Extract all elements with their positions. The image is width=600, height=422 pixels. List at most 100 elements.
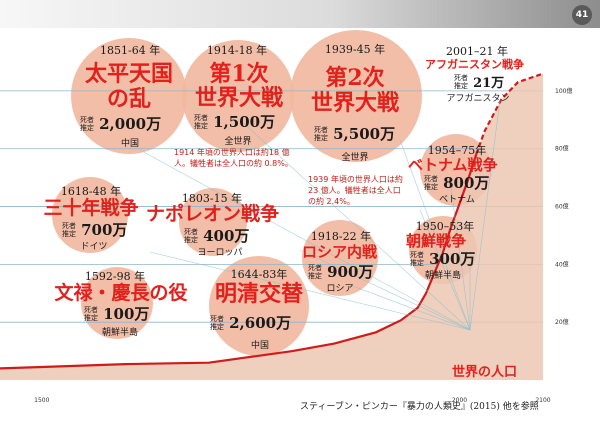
event-korea-title: 朝鮮戦争 — [406, 232, 467, 250]
death-label: 死者 推定 — [454, 73, 468, 90]
event-napoleon-years: 1803-15 年 — [181, 192, 243, 205]
bubble-bunroku — [81, 267, 153, 339]
death-count: 300万 — [429, 250, 476, 268]
event-ww1-region: 全世界 — [224, 137, 252, 147]
event-taiping-title-2: の乱 — [106, 86, 151, 112]
population-line — [0, 154, 478, 370]
death-count: 100万 — [103, 305, 150, 323]
population-area — [0, 73, 543, 380]
death-label: 死者 推定 — [314, 125, 328, 142]
leader-line — [419, 209, 471, 331]
bubble-taiping — [71, 38, 187, 154]
event-thirty-deaths: 死者 推定 700万 — [62, 219, 127, 240]
page-number-badge: 41 — [572, 5, 592, 25]
event-mingqing-years: 1644-83年 — [230, 268, 288, 281]
event-bunroku-years: 1592-98 年 — [84, 270, 146, 283]
event-mingqing-region: 中国 — [250, 341, 269, 351]
x-tick-label: 1500 — [34, 397, 49, 404]
death-label: 死者 推定 — [410, 250, 424, 267]
bubble-ww2 — [290, 30, 422, 162]
event-afghan-deaths: 死者 推定 21万 — [454, 71, 505, 92]
event-russia-region: ロシア — [326, 284, 354, 294]
event-russia-title: ロシア内戦 — [302, 243, 378, 261]
y-tick-label: 40億 — [555, 260, 569, 268]
event-vietnam-region: ベトナム — [439, 195, 475, 205]
bubble-russia — [302, 220, 378, 296]
x-tick-label: 2000 — [452, 397, 467, 404]
event-korea-region: 朝鮮半島 — [424, 271, 461, 281]
event-taiping-deaths: 死者 推定 2,000万 — [80, 113, 161, 134]
event-ww1-title-1: 第1次 — [209, 61, 269, 87]
death-count: 21万 — [473, 76, 505, 91]
leader-line — [149, 251, 471, 331]
death-label: 死者 推定 — [80, 115, 94, 132]
population-projection-line — [475, 72, 544, 155]
event-napoleon-deaths: 死者 推定 400万 — [184, 225, 249, 246]
event-korea-years: 1950–53年 — [415, 220, 475, 233]
event-ww2-deaths: 死者 推定 5,500万 — [314, 123, 395, 144]
event-thirty-region: ドイツ — [80, 242, 108, 252]
event-afghan-years: 2001–21 年 — [446, 45, 508, 58]
event-ww2-note: 1939 年頃の世界人口は約 23 億人。犠牲者は全人口の約 2.4%。 — [308, 175, 403, 206]
death-label: 死者 推定 — [194, 113, 208, 130]
leader-line — [399, 139, 471, 331]
x-tick-label: 2100 — [535, 397, 550, 404]
death-label: 死者 推定 — [210, 314, 224, 331]
death-count: 2,000万 — [99, 115, 162, 133]
event-ww1-note: 1914 年頃の世界人口は約18 億人。犠牲者は全人口の約 0.8%。 — [174, 148, 293, 168]
event-ww2-title-2: 世界大戦 — [310, 90, 399, 116]
death-label: 死者 推定 — [184, 227, 198, 244]
event-ww1-title-2: 世界大戦 — [194, 85, 283, 111]
leader-line — [139, 149, 471, 331]
leader-line — [299, 249, 471, 331]
event-vietnam-years: 1954–75年 — [427, 144, 487, 157]
event-taiping-title-1: 太平天国 — [84, 61, 173, 87]
death-label: 死者 推定 — [84, 305, 98, 322]
y-tick-label: 100億 — [555, 87, 572, 95]
event-afghan-title: アフガニスタン戦争 — [425, 58, 524, 71]
leader-line — [349, 284, 471, 331]
event-ww1-years: 1914-18 年 — [206, 44, 268, 57]
death-count: 700万 — [81, 221, 128, 239]
event-taiping-years: 1851-64 年 — [100, 44, 161, 57]
event-korea-deaths: 死者 推定 300万 — [410, 248, 475, 269]
event-thirty-years: 1618-48 年 — [60, 185, 122, 198]
bubble-mingqing — [209, 256, 309, 356]
death-count: 400万 — [203, 227, 250, 245]
event-mingqing-deaths: 死者 推定 2,600万 — [210, 312, 291, 333]
event-bunroku-deaths: 死者 推定 100万 — [84, 303, 149, 324]
population-label: 世界の人口 — [452, 365, 518, 380]
event-afghan-region: アフガニスタン — [446, 94, 510, 104]
event-vietnam-title: ベトナム戦争 — [408, 156, 498, 174]
event-ww2-title-1: 第2次 — [325, 65, 385, 91]
y-tick-label: 20億 — [555, 318, 569, 326]
header-bar — [0, 0, 600, 28]
bubble-ww1 — [182, 40, 294, 152]
event-napoleon-title: ナポレオン戦争 — [146, 203, 280, 225]
death-label: 死者 推定 — [62, 221, 76, 238]
y-tick-label: 80億 — [555, 145, 569, 153]
death-label: 死者 推定 — [424, 174, 438, 191]
event-ww2-years: 1939-45 年 — [324, 43, 386, 56]
bubble-thirty-years — [52, 177, 128, 253]
event-ww2-region: 全世界 — [341, 153, 369, 163]
leader-line — [449, 179, 471, 331]
event-taiping-region: 中国 — [120, 139, 139, 149]
bubble-napoleon — [179, 188, 247, 256]
event-ww1-deaths: 死者 推定 1,500万 — [194, 111, 275, 132]
event-mingqing-title: 明清交替 — [214, 281, 303, 307]
source-credit: スティーブン・ピンカー『暴力の人類史』(2015) 他を参照 — [300, 402, 539, 412]
event-russia-years: 1918-22 年 — [310, 230, 372, 243]
death-label: 死者 推定 — [308, 263, 322, 280]
event-vietnam-deaths: 死者 推定 800万 — [424, 172, 489, 193]
event-napoleon-region: ヨーロッパ — [197, 248, 243, 258]
event-bunroku-title: 文禄・慶長の役 — [54, 282, 188, 304]
event-thirty-title: 三十年戦争 — [43, 197, 139, 219]
leader-line — [469, 99, 501, 331]
event-russia-deaths: 死者 推定 900万 — [308, 261, 373, 282]
y-tick-label: 60億 — [555, 203, 569, 211]
death-count: 1,500万 — [213, 113, 276, 131]
leader-line — [239, 119, 471, 331]
